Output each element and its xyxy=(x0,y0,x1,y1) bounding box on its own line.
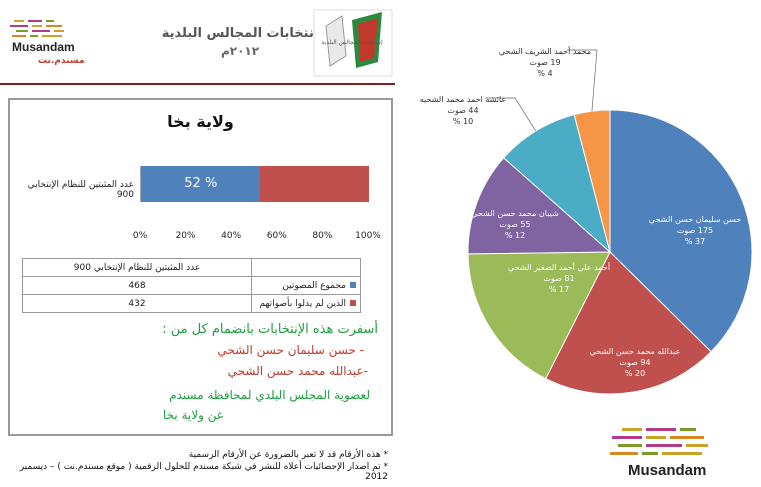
table-row: 468 مجموع المصوتين xyxy=(22,276,361,295)
musandam-logo-bottom-icon xyxy=(610,428,708,455)
x-tick-label: 20% xyxy=(175,231,196,241)
pie-label-percent: 10 % xyxy=(453,117,473,126)
result-line-1: لعضوية المجلس البلدي لمحافظة مسندم xyxy=(169,388,370,402)
bar-percent-label: 52 % xyxy=(184,176,218,191)
pie-label-percent: 17 % xyxy=(549,285,569,294)
pie-label-name: شيبان محمد حسن الشحي xyxy=(471,209,559,218)
pie-leader-line xyxy=(485,97,537,132)
legend-swatch-not-voted xyxy=(350,299,356,306)
pie-label-votes: 44 صوت xyxy=(447,106,478,115)
pie-label-name: محمد أحمد الشريف الشحي xyxy=(499,46,591,56)
footnote-2: * تم اصدار الإحصائيات أعلاه للنشر في شبك… xyxy=(19,462,388,482)
pie-label-votes: 19 صوت xyxy=(529,58,560,67)
pie-slice xyxy=(573,109,611,253)
pie-label-percent: 37 % xyxy=(685,237,705,246)
pie-label-name: عبدالله محمد حسن الشحي xyxy=(590,347,681,356)
musandam-logo-icon xyxy=(10,20,64,37)
winner-2: -عبدالله محمد حسن الشحي xyxy=(227,364,368,378)
x-tick-label: 80% xyxy=(312,231,333,241)
winner-1: - حسن سليمان حسن الشحي xyxy=(217,343,364,357)
pie-leader-line xyxy=(567,49,598,112)
table-header-row: عدد المثبتين للنظام الإنتخابي 900 xyxy=(22,258,361,277)
bar-category-label: عدد المثبتين للنظام الإنتخابي 900 xyxy=(27,180,134,200)
pie-label-name: حسن سليمان حسن الشحي xyxy=(649,215,741,224)
table-header: عدد المثبتين للنظام الإنتخابي 900 xyxy=(22,258,252,277)
bar-not-voted-segment xyxy=(259,166,369,202)
x-tick-label: 100% xyxy=(355,231,381,241)
musandam-logo-subtext: مسندم.نت xyxy=(38,56,85,66)
x-tick-label: 0% xyxy=(132,231,148,241)
pie-slice xyxy=(609,109,753,353)
stacked-bar: 52 % xyxy=(140,166,369,202)
pie-label-votes: 175 صوت xyxy=(677,226,713,235)
pie-label-percent: 12 % xyxy=(505,231,525,240)
result-line-2: عن ولاية بخا xyxy=(162,408,224,422)
pie-chart: حسن سليمان حسن الشحي 175 صوت 37 % عبدالله م… xyxy=(420,46,753,395)
table-cell-label: الذين لم يدلوا بأصواتهم xyxy=(251,294,361,313)
logo-caption: إنتخابات المجالس البلدية xyxy=(321,39,383,46)
page-year: ٢٠١٢م xyxy=(220,44,260,58)
table-row: 432 الذين لم يدلوا بأصواتهم xyxy=(22,294,361,313)
pie-label-name: عائشه احمد محمد الشحيه xyxy=(420,95,506,104)
header-divider xyxy=(0,83,395,85)
musandam-logo-bottom-text: Musandam xyxy=(628,462,707,479)
table-cell-value: 432 xyxy=(22,294,252,313)
table-cell-value: 468 xyxy=(22,276,252,295)
pie-label-percent: 20 % xyxy=(625,369,645,378)
musandam-logo-text: Musandam xyxy=(12,40,75,54)
panel-title: ولاية بخا xyxy=(167,112,234,131)
pie-slice xyxy=(545,251,712,395)
musandam-logo-bottom[interactable]: Musandam xyxy=(602,420,752,482)
pie-label-votes: 81 صوت xyxy=(543,274,574,283)
musandam-logo[interactable]: Musandam مسندم.نت xyxy=(8,12,98,72)
pie-slice xyxy=(467,157,612,255)
ballot-box-icon: إنتخابات المجالس البلدية xyxy=(313,9,393,77)
pie-label-name: أحمد علي أحمد الصغير الشحي xyxy=(508,262,610,272)
x-tick-label: 40% xyxy=(221,231,242,241)
result-intro: أسفرت هذه الإنتخابات بانضمام كل من : xyxy=(162,322,378,337)
pie-label-votes: 94 صوت xyxy=(619,358,650,367)
legend-swatch-voted xyxy=(350,281,356,288)
election-logo: إنتخابات المجالس البلدية xyxy=(312,6,394,78)
turnout-table: عدد المثبتين للنظام الإنتخابي 900 468 مج… xyxy=(22,258,361,313)
pie-slice xyxy=(503,113,611,254)
footnote-1: * هذه الأرقام قد لا تعبر بالضرورة عن الأ… xyxy=(188,450,388,460)
x-tick-label: 60% xyxy=(266,231,287,241)
bar-voted-segment xyxy=(141,166,260,202)
pie-slice xyxy=(467,251,611,380)
pie-label-percent: 4 % xyxy=(537,69,552,78)
table-cell-label: مجموع المصوتين xyxy=(251,276,361,295)
page-title: إنتخابات المجالس البلدية xyxy=(161,26,319,41)
pie-label-votes: 55 صوت xyxy=(499,220,530,229)
